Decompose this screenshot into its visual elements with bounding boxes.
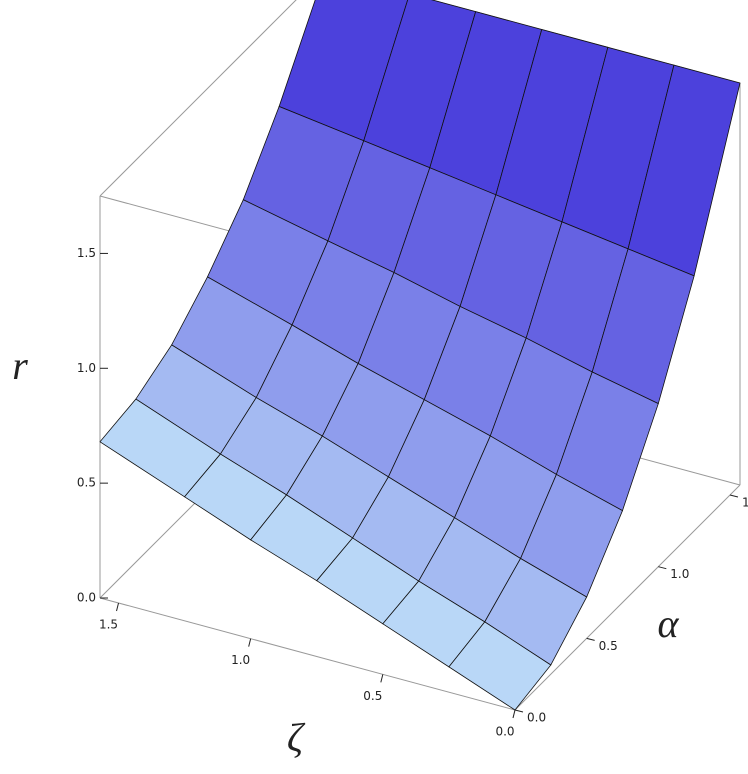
z-tick-label: 0.5 (77, 476, 96, 490)
x-axis-label: ζ (287, 715, 306, 760)
axes: 0.00.51.01.50.00.51.01.50.00.51.01.5 (77, 246, 748, 739)
z-axis-label: r (12, 343, 28, 388)
box-edge (99, 597, 516, 711)
x-tick-label: 1.0 (231, 653, 250, 667)
z-tick-label: 1.5 (77, 246, 96, 260)
box-edge (514, 484, 741, 711)
y-tick (658, 566, 667, 570)
y-tick (729, 494, 739, 498)
z-tick-label: 1.0 (77, 361, 96, 375)
y-tick-label: 0.0 (527, 711, 546, 725)
surface (99, 0, 741, 711)
y-tick (586, 637, 595, 641)
y-tick (514, 709, 524, 713)
surface-patch (448, 621, 552, 711)
y-tick-label: 0.5 (599, 639, 618, 653)
y-tick-label: 1.5 (742, 496, 748, 510)
z-tick-label: 0.0 (77, 591, 96, 605)
x-tick (116, 602, 119, 612)
x-tick-label: 0.0 (495, 725, 514, 739)
x-tick (380, 674, 384, 683)
y-axis-label: α (658, 601, 680, 646)
x-tick (512, 709, 516, 719)
x-tick-label: 0.5 (363, 689, 382, 703)
box-edge (99, 0, 297, 197)
y-tick-label: 1.0 (670, 567, 689, 581)
x-tick-label: 1.5 (99, 617, 118, 631)
x-tick (248, 638, 252, 647)
